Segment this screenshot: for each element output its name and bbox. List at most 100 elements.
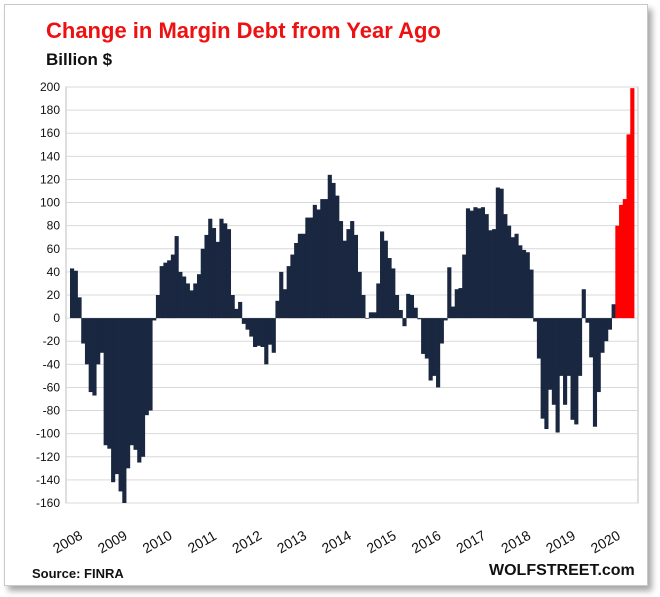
x-tick-label: 2014 [319, 527, 354, 557]
x-tick-label: 2020 [588, 527, 623, 557]
bar [600, 318, 605, 353]
bar [619, 204, 624, 319]
y-tick-label: 20 [47, 288, 61, 302]
bar [155, 295, 161, 319]
bar [503, 214, 508, 319]
bar [185, 283, 190, 319]
bar [507, 225, 512, 319]
bar [521, 249, 527, 319]
bar [271, 318, 276, 353]
bar [432, 318, 437, 376]
bar [495, 187, 500, 319]
bar [480, 207, 485, 319]
bar [555, 318, 560, 433]
bar [477, 208, 482, 319]
x-tick-label: 2011 [185, 527, 219, 556]
bar [118, 318, 123, 492]
bar [469, 210, 474, 319]
bar [376, 283, 381, 319]
bar [484, 214, 489, 319]
x-tick-label: 2018 [498, 527, 533, 557]
bar [626, 134, 631, 319]
bar [297, 233, 302, 319]
bar [327, 174, 332, 319]
bar [346, 229, 351, 319]
y-tick-label: 120 [40, 172, 60, 186]
bar [492, 229, 497, 319]
x-tick-label: 2016 [409, 527, 444, 557]
bar [439, 318, 444, 344]
y-tick-label: 60 [47, 242, 61, 256]
chart-title: Change in Margin Debt from Year Ago [46, 18, 441, 43]
bar [148, 318, 153, 411]
bar [320, 199, 325, 319]
bar [499, 188, 504, 319]
bar [312, 204, 317, 319]
y-tick-label: 40 [47, 265, 61, 279]
bar [570, 318, 575, 420]
bar [208, 218, 213, 319]
bar [589, 318, 594, 358]
bar [193, 283, 198, 319]
bar [200, 248, 205, 319]
bar [510, 237, 515, 319]
bar [387, 258, 392, 319]
bar [301, 233, 306, 319]
x-tick-label: 2017 [453, 527, 488, 557]
bar [559, 318, 564, 376]
bar [238, 301, 243, 319]
bar [540, 318, 545, 419]
bar [361, 295, 366, 319]
bar [566, 318, 571, 376]
bar [103, 318, 108, 446]
bar [372, 312, 377, 319]
bar [450, 306, 456, 319]
bar [368, 312, 373, 319]
bar [73, 270, 78, 319]
bar [394, 295, 400, 319]
x-tick-label: 2012 [229, 527, 264, 557]
bar [581, 289, 586, 319]
y-tick-label: -20 [43, 334, 61, 348]
bar [383, 240, 388, 319]
bar [611, 304, 616, 319]
bar [596, 318, 601, 393]
y-tick-label: 180 [40, 103, 60, 117]
bar [421, 318, 426, 354]
bar [417, 318, 422, 320]
bar [174, 236, 179, 319]
bar [529, 269, 534, 319]
bar [607, 318, 612, 330]
bar [137, 318, 142, 463]
y-tick-label: 200 [40, 80, 60, 94]
bar [133, 318, 138, 450]
y-tick-label: -100 [36, 427, 60, 441]
bar [253, 318, 258, 347]
y-tick-label: -120 [36, 450, 60, 464]
bar [211, 227, 217, 319]
y-tick-label: -140 [36, 473, 60, 487]
x-tick-label: 2010 [140, 527, 175, 557]
x-tick-label: 2013 [274, 527, 309, 557]
bar [630, 88, 635, 319]
bar [536, 318, 542, 359]
bar [353, 234, 359, 319]
y-axis-unit-label: Billion $ [46, 50, 113, 69]
bar [140, 318, 146, 457]
bar [234, 308, 239, 319]
bar [129, 318, 134, 446]
bar [182, 276, 187, 319]
bar [335, 195, 340, 319]
bar [114, 318, 119, 475]
bar [99, 318, 105, 353]
source-note: Source: FINRA [32, 566, 124, 581]
bar [428, 318, 433, 381]
bar [544, 318, 549, 430]
bar [226, 229, 232, 319]
bar [622, 199, 627, 319]
brand-logo-text: WOLFSTREET.com [489, 562, 635, 579]
bar [96, 318, 101, 365]
bar [533, 318, 538, 322]
bar [264, 318, 269, 365]
bar [294, 243, 299, 319]
